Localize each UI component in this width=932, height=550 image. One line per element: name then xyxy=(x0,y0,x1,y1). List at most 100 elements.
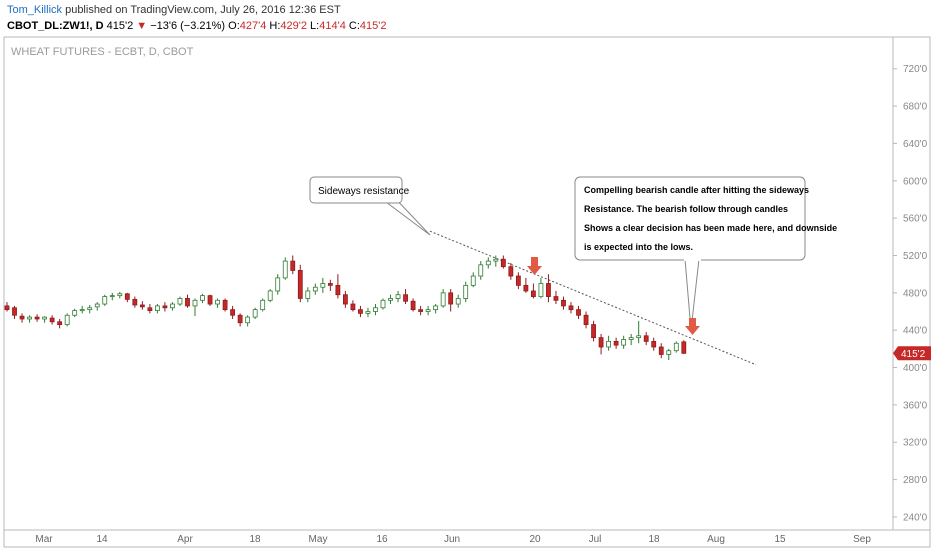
candle xyxy=(433,304,439,314)
candle xyxy=(342,290,348,308)
callout-line-3: Shows a clear decision has been made her… xyxy=(584,223,837,233)
candle-body xyxy=(132,298,138,306)
candle xyxy=(290,255,296,275)
author-link[interactable]: Tom_Killick xyxy=(7,4,63,16)
close-label: C: xyxy=(348,20,360,32)
time-tick-label: 18 xyxy=(249,534,261,545)
candle xyxy=(500,255,506,269)
candle xyxy=(192,298,198,317)
time-tick-label: 20 xyxy=(529,534,541,545)
candle-body xyxy=(455,298,461,305)
candle-body xyxy=(237,314,243,324)
callout-line-4: is expected into the lows. xyxy=(584,242,693,252)
candle-body xyxy=(245,316,251,324)
candle-body xyxy=(440,292,446,307)
candle xyxy=(538,277,544,299)
chart-title: WHEAT FUTURES - ECBT, D, CBOT xyxy=(11,46,194,58)
candle xyxy=(320,277,326,293)
candle-body xyxy=(628,337,634,340)
last-price-tag: 415'2 xyxy=(893,346,931,361)
candle-body xyxy=(463,284,469,299)
candle xyxy=(673,341,679,353)
candle-body xyxy=(124,293,130,300)
candle-body xyxy=(57,321,63,325)
candle-body xyxy=(591,324,596,339)
candle xyxy=(403,289,408,305)
candle xyxy=(681,340,687,354)
candle xyxy=(425,305,431,316)
candle xyxy=(440,289,446,308)
candle-body xyxy=(403,294,408,302)
candle-body xyxy=(681,341,687,354)
time-tick-label: 18 xyxy=(648,534,660,545)
candle-body xyxy=(252,309,258,318)
candle xyxy=(102,294,108,306)
candle-body xyxy=(162,305,168,309)
candle-body xyxy=(606,340,611,348)
low-value: 414'4 xyxy=(319,20,346,32)
candle-body xyxy=(222,299,228,311)
candle-body xyxy=(312,286,318,292)
candle xyxy=(72,308,78,318)
sideways-resistance-trendline[interactable] xyxy=(429,230,757,366)
candle xyxy=(561,296,566,310)
time-tick-label: May xyxy=(309,534,328,545)
candle xyxy=(282,257,288,280)
callout-line-1: Compelling bearish candle after hitting … xyxy=(584,185,809,195)
candle xyxy=(568,302,574,314)
publish-info: Tom_Killick published on TradingView.com… xyxy=(7,4,341,16)
candle xyxy=(215,298,220,308)
candle xyxy=(260,298,266,312)
candle-body xyxy=(185,298,190,307)
candle-body xyxy=(117,293,123,297)
candle xyxy=(230,305,236,319)
candle-body xyxy=(538,283,544,297)
candle-body xyxy=(154,305,160,311)
callout-sideways-resistance[interactable]: Sideways resistance xyxy=(309,176,431,236)
candle xyxy=(177,296,183,306)
open-value: 427'4 xyxy=(239,20,267,32)
candle xyxy=(162,302,168,312)
price-tick-label: 400'0 xyxy=(903,363,928,374)
callout-bearish-decision[interactable]: Compelling bearish candle after hitting … xyxy=(574,176,837,331)
candle xyxy=(666,348,672,361)
candle-body xyxy=(658,346,664,355)
down-arrow-marker-1-icon xyxy=(527,257,542,275)
candle-body xyxy=(12,307,17,316)
candle-body xyxy=(478,264,484,277)
price-tick-label: 480'0 xyxy=(903,288,928,299)
candle-body xyxy=(19,315,25,320)
open-label: O: xyxy=(228,20,240,32)
candle xyxy=(546,274,551,303)
candle xyxy=(358,305,363,318)
candle xyxy=(327,279,333,291)
candle xyxy=(395,290,401,303)
candle xyxy=(275,274,281,295)
candle xyxy=(117,291,123,299)
price-tick-label: 520'0 xyxy=(903,251,928,262)
candle xyxy=(132,296,138,308)
candle xyxy=(19,313,25,323)
candle xyxy=(350,300,356,312)
candle-body xyxy=(230,309,236,316)
candle-body xyxy=(666,350,672,355)
candle-body xyxy=(651,340,657,348)
candle-body xyxy=(621,339,627,346)
candle xyxy=(448,289,454,312)
candle xyxy=(583,311,589,329)
candle xyxy=(508,262,514,280)
candle-body xyxy=(365,311,371,314)
time-axis: Mar 14 Apr 18 May 16 Jun 20 Jul 18 Aug 15 Sep xyxy=(35,534,871,545)
candle-body xyxy=(64,314,70,325)
candle xyxy=(365,307,371,318)
price-tick-label: 560'0 xyxy=(903,214,928,225)
candle-body xyxy=(583,314,589,325)
candle-body xyxy=(94,303,100,308)
time-tick-label: Mar xyxy=(35,534,53,545)
candle xyxy=(591,320,596,342)
candle-body xyxy=(523,284,529,292)
candle xyxy=(87,304,93,314)
candle xyxy=(606,335,611,351)
symbol-label: CBOT_DL:ZW1!, D xyxy=(7,20,104,32)
